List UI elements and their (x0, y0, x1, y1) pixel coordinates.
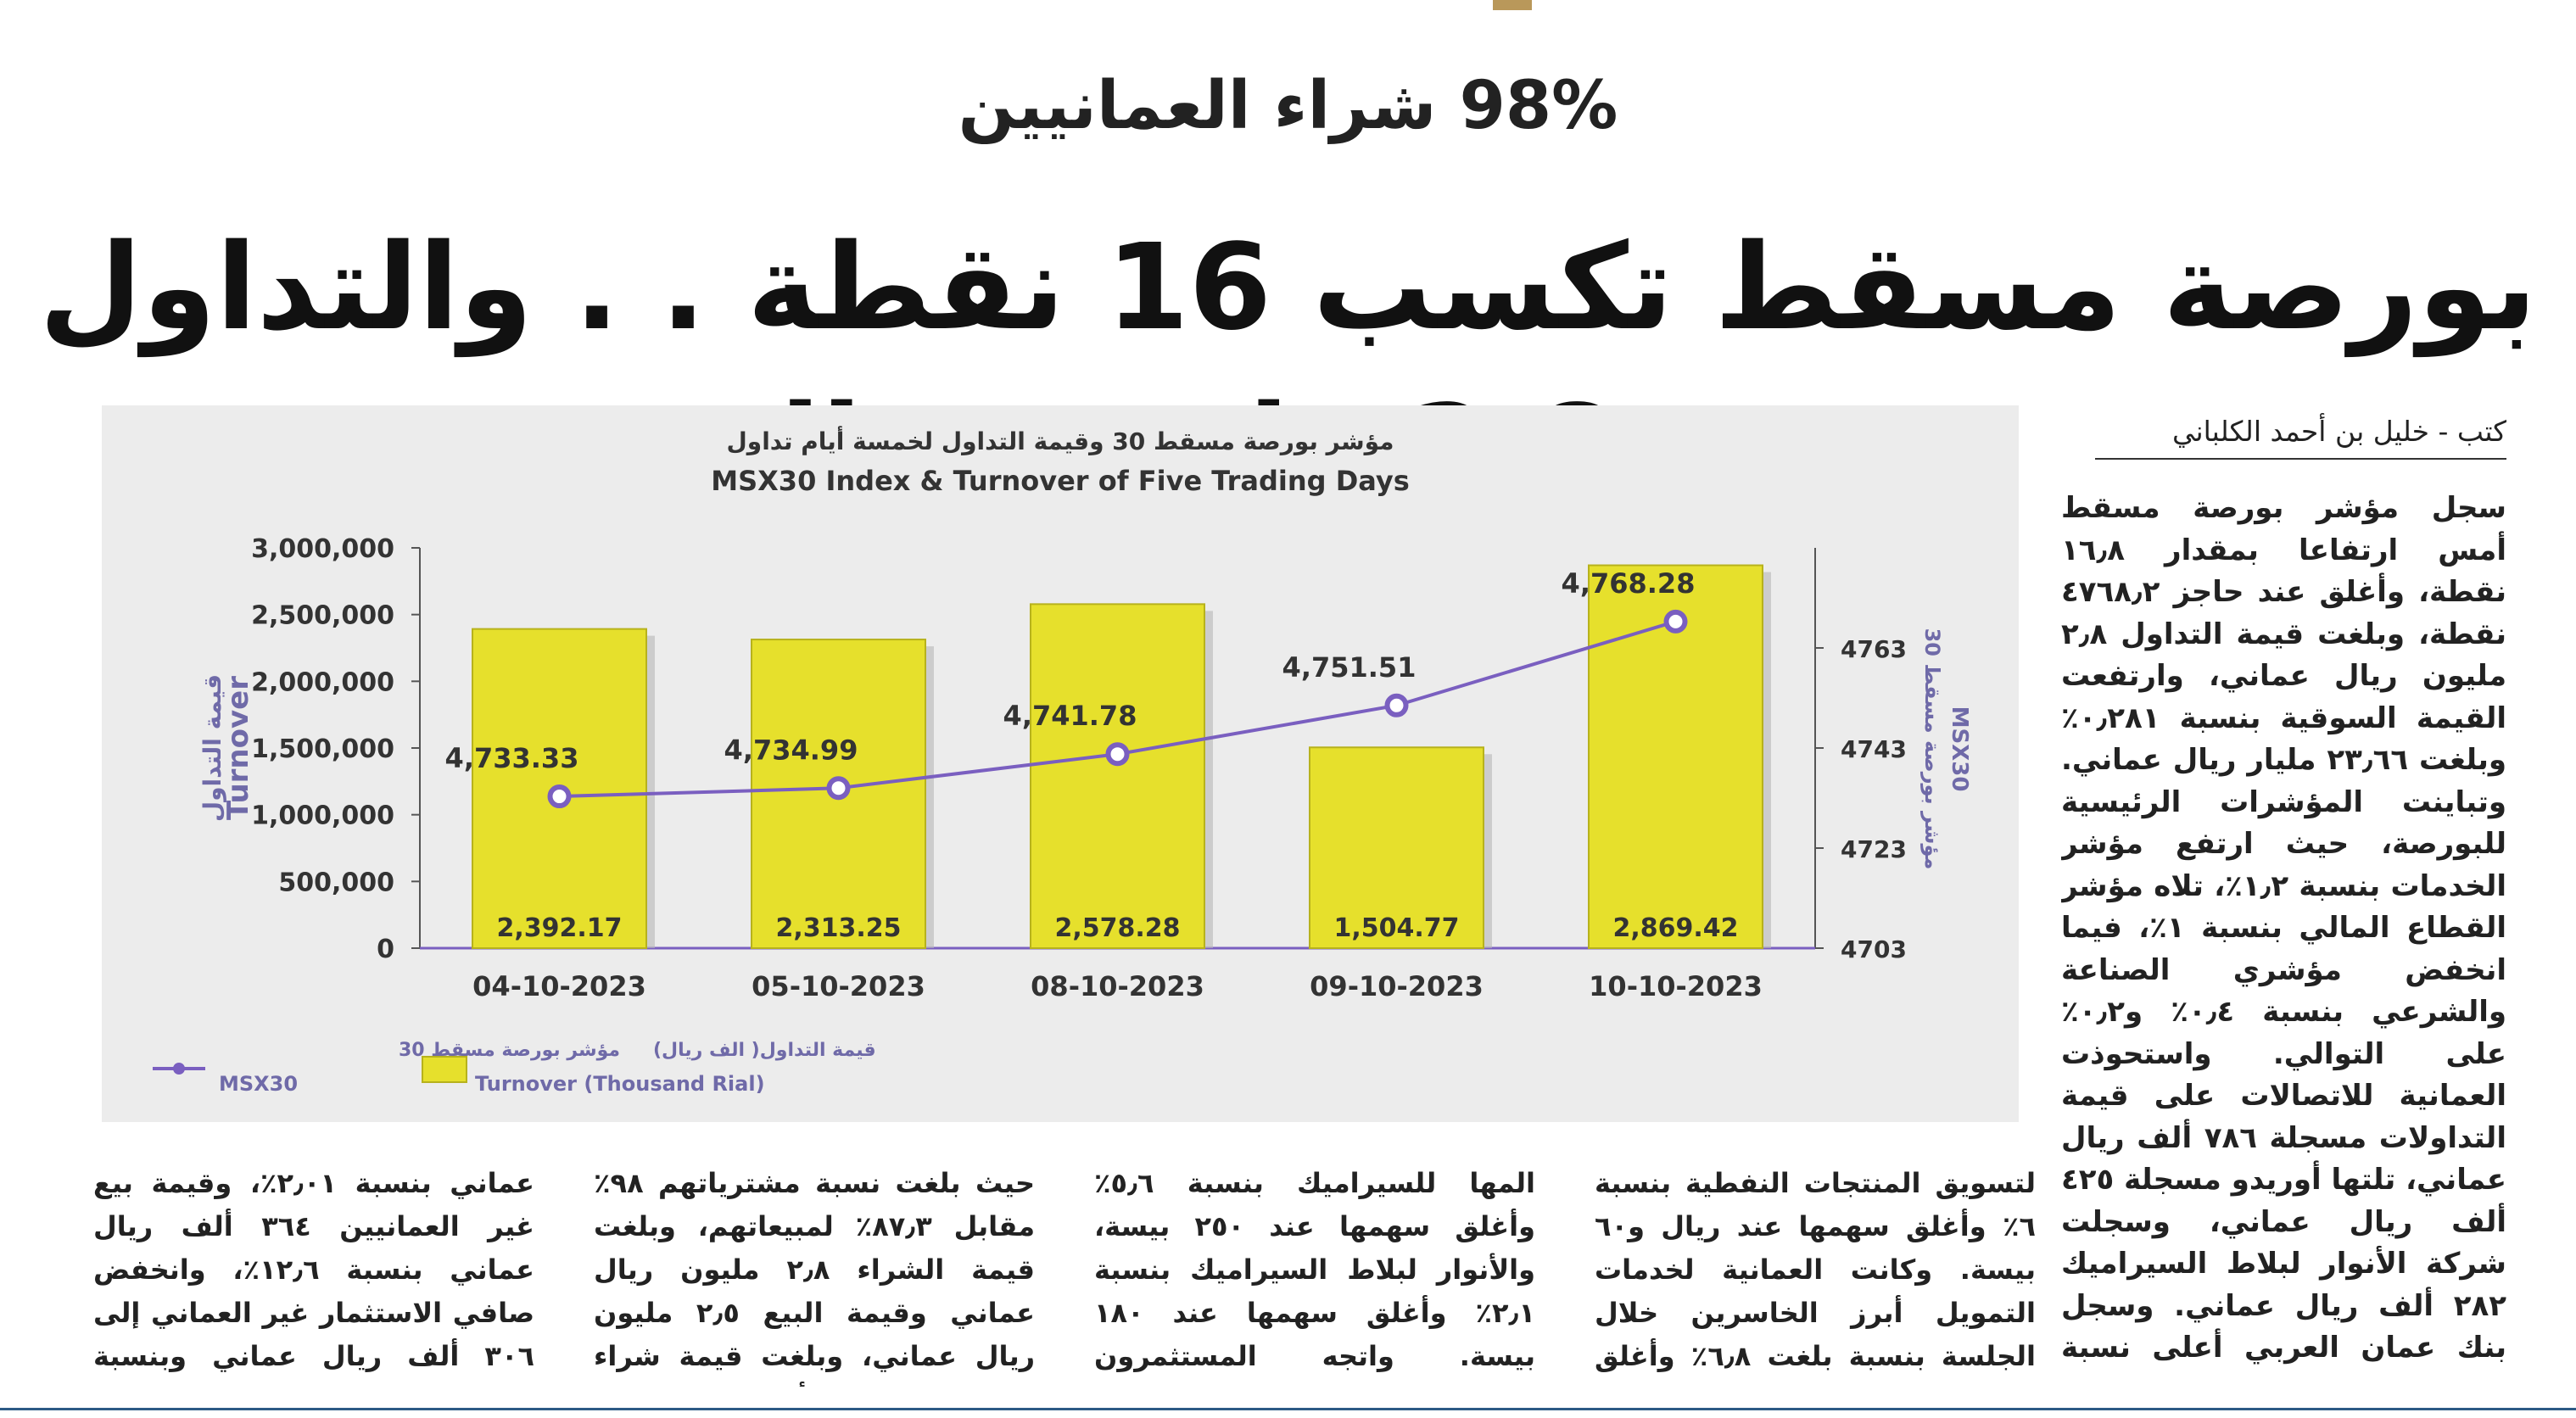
turnover-data-label: 2,313.25 (775, 913, 901, 943)
turnover-data-label: 1,504.77 (1333, 913, 1459, 943)
turnover-data-label: 2,578.28 (1054, 913, 1180, 943)
left-tick-label: 3,000,000 (251, 534, 394, 564)
msx30-point (1663, 609, 1688, 634)
chart-title-ar: مؤشر بورصة مسقط 30 وقيمة التداول لخمسة أ… (727, 426, 1394, 455)
msx30-point (547, 784, 572, 809)
left-tick-label: 500,000 (278, 868, 394, 897)
bottom-rule (0, 1408, 2576, 1410)
left-tick-label: 2,500,000 (251, 601, 394, 631)
chart-title: MSX30 Index & Turnover of Five Trading D… (711, 465, 1410, 497)
kicker-headline: 98% شراء العمانيين (958, 68, 1618, 144)
legend-msx30-marker (173, 1063, 185, 1075)
right-tick-label: 4743 (1841, 735, 1907, 763)
article-column-bottom-3: حيث بلغت نسبة مشترياتهم ٩٨٪ مقابل ٨٧٫٣٪ … (594, 1167, 1035, 1387)
left-tick-label: 1,500,000 (251, 734, 394, 764)
msx30-point (1384, 693, 1409, 717)
turnover-bar (1309, 746, 1484, 949)
article-column-bottom-4: عماني بنسبة ٢٫٠١٪، وقيمة بيع غير العماني… (93, 1167, 534, 1387)
right-tick-label: 4703 (1841, 935, 1907, 963)
left-tick-label: 2,000,000 (251, 667, 394, 697)
msx30-data-label: 4,768.28 (1562, 567, 1696, 600)
right-tick-label: 4763 (1841, 635, 1907, 663)
msx30-point (826, 776, 851, 801)
byline: كتب - خليل بن أحمد الكلباني (2095, 407, 2506, 460)
legend-msx30-label: MSX30 (219, 1072, 298, 1096)
legend-turnover-swatch (422, 1056, 467, 1083)
msx30-data-label: 4,751.51 (1282, 651, 1417, 684)
turnover-data-label: 2,869.42 (1612, 913, 1738, 943)
article-column-right: سجل مؤشر بورصة مسقط أمس ارتفاعا بمقدار ١… (2061, 491, 2506, 1365)
msx30-data-label: 4,741.78 (1003, 700, 1137, 732)
right-axis-title-ar: مؤشر بورصة مسقط 30 (1920, 628, 1944, 870)
chart-svg: مؤشر بورصة مسقط 30 وقيمة التداول لخمسة أ… (153, 426, 1972, 1096)
chart-panel: مؤشر بورصة مسقط 30 وقيمة التداول لخمسة أ… (102, 405, 2019, 1122)
right-axis-title: MSX30 (1947, 706, 1972, 792)
left-tick-label: 1,000,000 (251, 801, 394, 831)
msx30-data-label: 4,734.99 (724, 734, 858, 766)
left-axis-title-ar: قيمة التداول (198, 674, 226, 822)
left-tick-label: 0 (377, 935, 394, 964)
category-label: 05-10-2023 (752, 970, 925, 1002)
turnover-data-label: 2,392.17 (496, 913, 622, 943)
main-headline: بورصة مسقط تكسب 16 نقطة . . والتداول عند… (39, 219, 2539, 518)
right-tick-label: 4723 (1841, 835, 1907, 863)
category-label: 10-10-2023 (1589, 970, 1763, 1002)
category-label: 08-10-2023 (1031, 970, 1204, 1002)
top-ornament (1493, 0, 1532, 10)
turnover-bar (1030, 603, 1205, 949)
category-label: 04-10-2023 (472, 970, 646, 1002)
article-column-bottom-2: المها للسيراميك بنسبة ٥٫٦٪ وأغلق سهمها ع… (1094, 1167, 1535, 1387)
left-axis-title: Turnover (221, 676, 255, 820)
msx30-data-label: 4,733.33 (445, 742, 579, 774)
category-label: 09-10-2023 (1310, 970, 1484, 1002)
legend-turnover-label-ar: قيمة التداول( الف ريال) (653, 1040, 876, 1061)
msx30-point (1105, 742, 1130, 767)
legend-turnover-label: Turnover (Thousand Rial) (475, 1072, 765, 1096)
article-column-bottom-1: لتسويق المنتجات النفطية بنسبة ٦٪ وأغلق س… (1595, 1167, 2036, 1387)
